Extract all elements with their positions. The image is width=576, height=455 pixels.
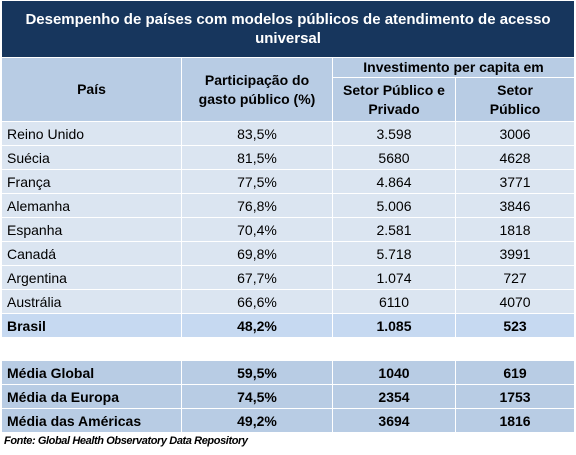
cell-pais: Argentina: [1, 265, 182, 290]
cell-participacao: 69,8%: [181, 241, 333, 266]
cell-participacao: 81,5%: [181, 145, 333, 170]
cell-participacao: 66,6%: [181, 289, 333, 314]
cell-publico-privado: 2354: [332, 384, 456, 409]
cell-participacao: 74,5%: [181, 384, 333, 409]
cell-pais: Suécia: [1, 145, 182, 170]
table-row: Argentina 67,7% 1.074 727: [1, 265, 576, 290]
cell-participacao: 49,2%: [181, 408, 333, 433]
cell-participacao: 83,5%: [181, 121, 333, 146]
table-row: Alemanha 76,8% 5.006 3846: [1, 193, 576, 218]
countries-table: Desempenho de países com modelos público…: [0, 0, 576, 433]
cell-publico-privado: 6110: [332, 289, 456, 314]
cell-publico: 727: [454, 265, 576, 290]
cell-publico: 4070: [454, 289, 576, 314]
cell-publico-privado: 1040: [332, 360, 456, 385]
cell-participacao: 48,2%: [181, 313, 333, 338]
cell-publico-privado: 5.718: [332, 241, 456, 266]
cell-pais: Espanha: [1, 217, 182, 242]
average-row: Média Global 59,5% 1040 619: [1, 360, 576, 385]
header-pais: País: [1, 57, 182, 122]
table-row: Suécia 81,5% 5680 4628: [1, 145, 576, 170]
header-setor-publico: Setor Público: [454, 77, 576, 122]
cell-publico: 3991: [454, 241, 576, 266]
cell-publico: 619: [454, 360, 576, 385]
cell-publico: 4628: [454, 145, 576, 170]
cell-publico: 3006: [454, 121, 576, 146]
source-note: Fonte: Global Health Observatory Data Re…: [4, 435, 248, 447]
cell-pais: Alemanha: [1, 193, 182, 218]
table-row-brasil: Brasil 48,2% 1.085 523: [1, 313, 576, 338]
table-row: Austrália 66,6% 6110 4070: [1, 289, 576, 314]
cell-publico-privado: 5.006: [332, 193, 456, 218]
cell-participacao: 70,4%: [181, 217, 333, 242]
cell-publico-privado: 1.074: [332, 265, 456, 290]
average-row: Média da Europa 74,5% 2354 1753: [1, 384, 576, 409]
cell-pais: Média da Europa: [1, 384, 182, 409]
cell-participacao: 67,7%: [181, 265, 333, 290]
cell-pais: Reino Unido: [1, 121, 182, 146]
cell-publico: 1818: [454, 217, 576, 242]
header-setor-publico-privado: Setor Público e Privado: [332, 77, 456, 122]
cell-publico-privado: 2.581: [332, 217, 456, 242]
cell-pais: Austrália: [1, 289, 182, 314]
table-title: Desempenho de países com modelos público…: [0, 0, 576, 58]
cell-publico: 523: [454, 313, 576, 338]
cell-pais: Média Global: [1, 360, 182, 385]
header-participacao: Participação do gasto público (%): [181, 57, 333, 122]
table-row: Espanha 70,4% 2.581 1818: [1, 217, 576, 242]
cell-publico-privado: 5680: [332, 145, 456, 170]
cell-publico-privado: 1.085: [332, 313, 456, 338]
cell-publico: 3846: [454, 193, 576, 218]
cell-publico: 1816: [454, 408, 576, 433]
average-row: Média das Américas 49,2% 3694 1816: [1, 408, 576, 433]
cell-publico-privado: 3694: [332, 408, 456, 433]
cell-participacao: 77,5%: [181, 169, 333, 194]
spacer-row: [1, 337, 575, 361]
cell-participacao: 59,5%: [181, 360, 333, 385]
table-row: Canadá 69,8% 5.718 3991: [1, 241, 576, 266]
cell-pais: Média das Américas: [1, 408, 182, 433]
cell-publico-privado: 4.864: [332, 169, 456, 194]
cell-publico-privado: 3.598: [332, 121, 456, 146]
cell-participacao: 76,8%: [181, 193, 333, 218]
cell-pais: França: [1, 169, 182, 194]
cell-pais: Canadá: [1, 241, 182, 266]
table-row: Reino Unido 83,5% 3.598 3006: [1, 121, 576, 146]
header-investimento: Investimento per capita em: [331, 57, 576, 78]
cell-publico: 3771: [454, 169, 576, 194]
cell-pais: Brasil: [1, 313, 182, 338]
cell-publico: 1753: [454, 384, 576, 409]
table-row: França 77,5% 4.864 3771: [1, 169, 576, 194]
